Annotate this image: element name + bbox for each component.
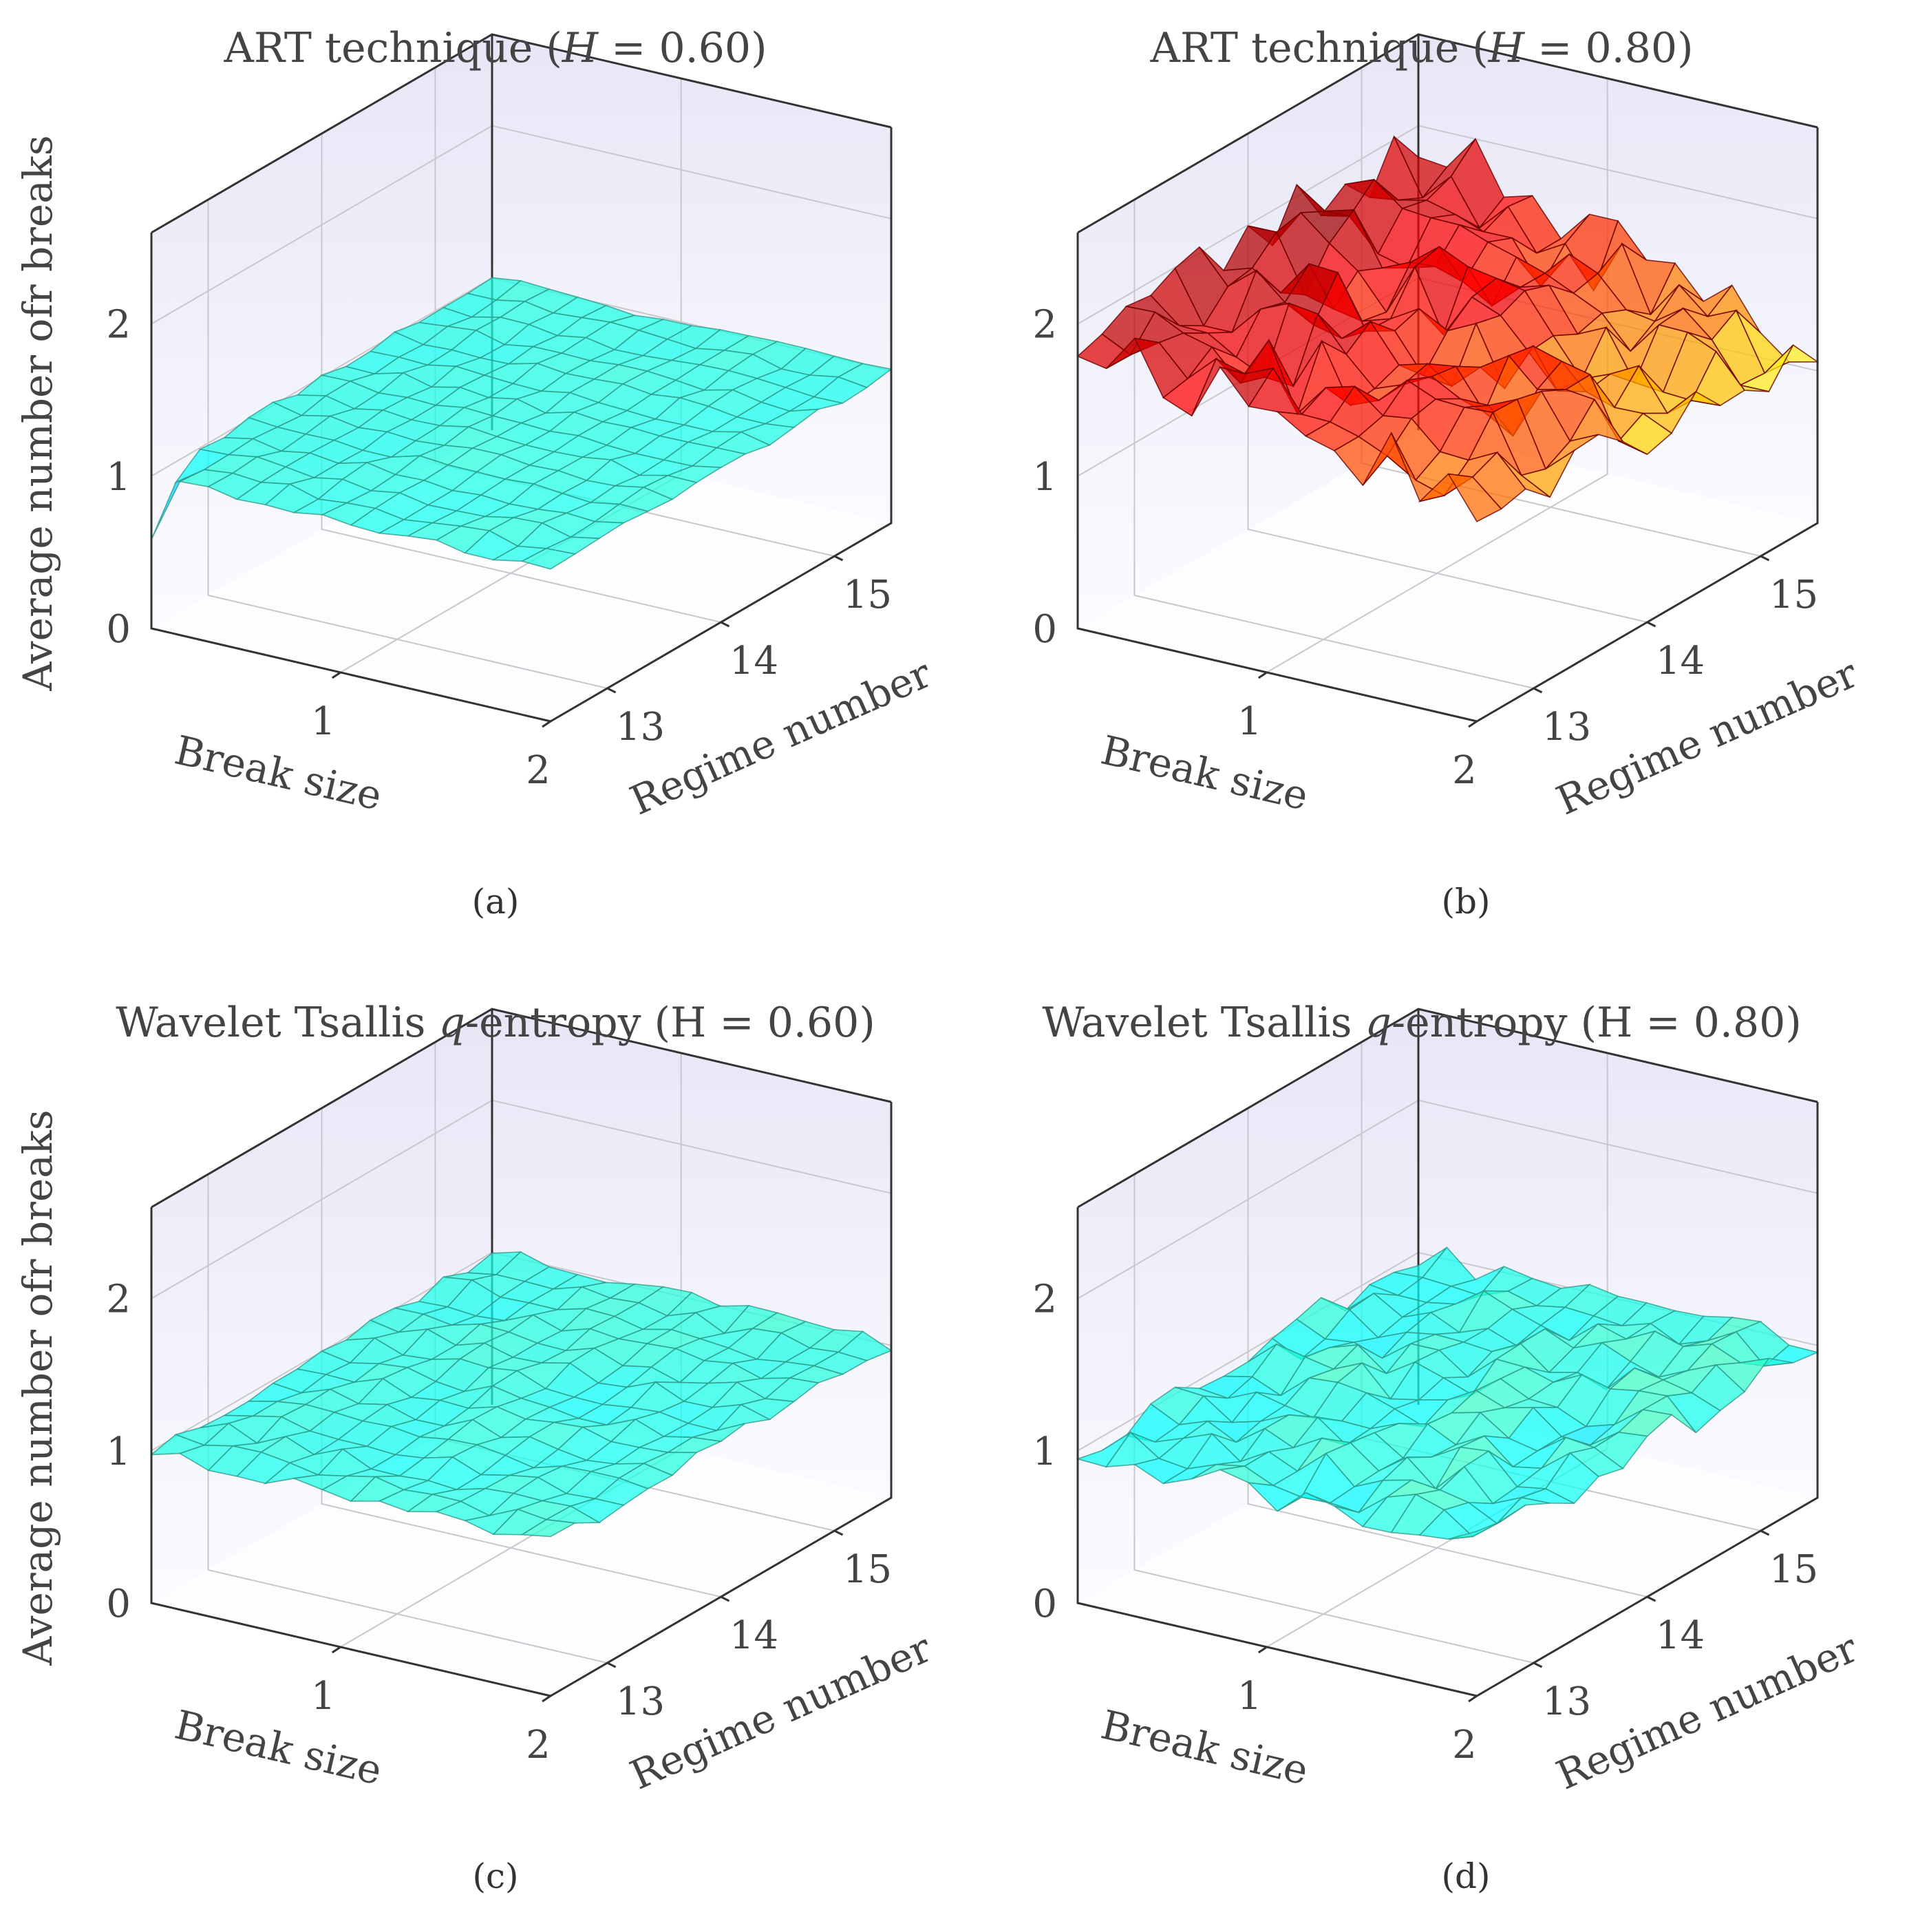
y-axis-label: Regime number	[1550, 650, 1865, 825]
gridline-y	[321, 134, 721, 623]
gridline-y	[207, 200, 608, 689]
x-tick-label: 1	[1237, 1674, 1262, 1719]
y-tick-label: 13	[1542, 1679, 1591, 1724]
y-tick-label: 14	[729, 639, 778, 683]
y-tick-label: 14	[1656, 639, 1705, 683]
z-axis-label: Average number ofr breaks	[14, 1110, 61, 1666]
surface-cell	[1447, 473, 1502, 522]
y-tick-label: 13	[616, 705, 665, 750]
x-tick-mark	[331, 1646, 341, 1654]
y-tick-label: 13	[1542, 705, 1591, 750]
chart-title: ART technique (H = 0.80)	[1149, 24, 1693, 72]
gridline-y	[321, 1108, 721, 1597]
z-tick-label: 0	[106, 607, 131, 652]
y-tick-mark	[1646, 621, 1656, 628]
surface-cell	[1448, 1520, 1502, 1540]
x-tick-mark	[1468, 720, 1478, 728]
z-tick-label: 1	[106, 1430, 131, 1474]
caption-a: (a)	[472, 882, 520, 922]
y-tick-mark	[1533, 1662, 1543, 1668]
surface	[151, 277, 893, 570]
z-tick-label: 0	[1032, 1582, 1057, 1626]
z-axis-label: Average number ofr breaks	[14, 135, 61, 691]
z-tick-label: 2	[1032, 303, 1057, 348]
caption-b: (b)	[1441, 882, 1490, 922]
y-tick-mark	[833, 1529, 844, 1536]
gridline-x	[1266, 78, 1608, 673]
z-tick-label: 2	[1032, 1277, 1057, 1322]
y-tick-mark	[720, 621, 730, 628]
x-tick-label: 2	[1452, 1723, 1477, 1768]
gridline-y	[1133, 1174, 1534, 1664]
z-tick-label: 2	[106, 303, 131, 348]
y-tick-label: 13	[616, 1679, 665, 1724]
z-tick-label: 0	[106, 1582, 131, 1626]
y-tick-label: 15	[843, 1547, 892, 1592]
y-tick-mark	[1646, 1595, 1656, 1602]
x-tick-mark	[1257, 1646, 1268, 1654]
surface-cell	[520, 1518, 577, 1538]
y-tick-label: 15	[1769, 573, 1818, 617]
y-tick-mark	[833, 555, 844, 562]
gridline-y	[207, 1174, 608, 1664]
gridline-y	[1247, 1108, 1648, 1597]
y-axis-label: Regime number	[1550, 1624, 1865, 1799]
x-tick-mark	[331, 671, 341, 679]
x-tick-label: 2	[1452, 748, 1477, 793]
caption-d: (d)	[1441, 1856, 1490, 1896]
x-tick-mark	[1468, 1695, 1478, 1703]
x-tick-label: 2	[526, 1723, 551, 1768]
y-axis-label: Regime number	[624, 1624, 939, 1799]
x-tick-label: 1	[311, 699, 336, 744]
surface	[1076, 135, 1820, 522]
chart-title: Wavelet Tsallis q-entropy (H = 0.80)	[1042, 999, 1801, 1047]
y-tick-mark	[1760, 555, 1770, 562]
x-axis-label: Break size	[1097, 1701, 1312, 1794]
z-tick-label: 1	[106, 455, 131, 500]
z-tick-label: 1	[1032, 1430, 1057, 1474]
z-tick-label: 0	[1032, 607, 1057, 652]
y-tick-mark	[720, 1595, 730, 1602]
y-axis-label: Regime number	[624, 650, 939, 825]
x-axis-label: Break size	[1097, 726, 1312, 819]
y-tick-mark	[606, 687, 617, 694]
z-tick-label: 2	[106, 1277, 131, 1322]
x-tick-label: 1	[311, 1674, 336, 1719]
y-tick-mark	[1760, 1529, 1770, 1536]
y-tick-mark	[606, 1662, 617, 1668]
y-tick-label: 14	[1656, 1613, 1705, 1658]
y-tick-label: 14	[729, 1613, 778, 1658]
x-tick-mark	[1257, 671, 1268, 679]
x-tick-label: 2	[526, 748, 551, 793]
x-tick-mark	[542, 720, 551, 728]
y-tick-label: 15	[1769, 1547, 1818, 1592]
x-tick-mark	[542, 1695, 551, 1703]
surface	[1076, 1246, 1820, 1540]
x-axis-label: Break size	[171, 726, 386, 819]
z-tick-label: 1	[1032, 455, 1057, 500]
caption-c: (c)	[472, 1856, 518, 1896]
x-axis-label: Break size	[171, 1701, 386, 1794]
surface	[149, 1251, 893, 1538]
y-tick-mark	[1533, 687, 1543, 694]
x-tick-label: 1	[1237, 699, 1262, 744]
y-tick-label: 15	[843, 573, 892, 617]
surface-cell	[520, 548, 577, 570]
chart-title: ART technique (H = 0.60)	[223, 24, 767, 72]
chart-title: Wavelet Tsallis q-entropy (H = 0.60)	[116, 999, 875, 1047]
